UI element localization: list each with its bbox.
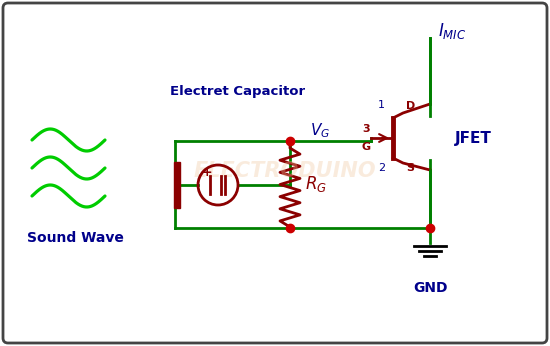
Text: 2: 2	[378, 163, 385, 173]
Text: JFET: JFET	[455, 131, 492, 146]
Text: $I_{MIC}$: $I_{MIC}$	[438, 21, 466, 41]
Text: D: D	[406, 101, 415, 111]
Text: $V_G$: $V_G$	[310, 122, 330, 140]
Bar	[174, 162, 180, 208]
Text: 1: 1	[378, 100, 385, 110]
Text: 3: 3	[362, 124, 370, 134]
Text: S: S	[406, 163, 414, 173]
Text: Electret Capacitor: Electret Capacitor	[170, 84, 306, 98]
Text: Sound Wave: Sound Wave	[26, 231, 123, 245]
FancyBboxPatch shape	[3, 3, 547, 343]
Text: GND: GND	[412, 281, 447, 295]
Text: +: +	[202, 165, 212, 179]
Text: G: G	[361, 142, 371, 152]
Text: $R_G$: $R_G$	[305, 174, 327, 194]
Text: ELECTRODUINO: ELECTRODUINO	[194, 161, 376, 181]
